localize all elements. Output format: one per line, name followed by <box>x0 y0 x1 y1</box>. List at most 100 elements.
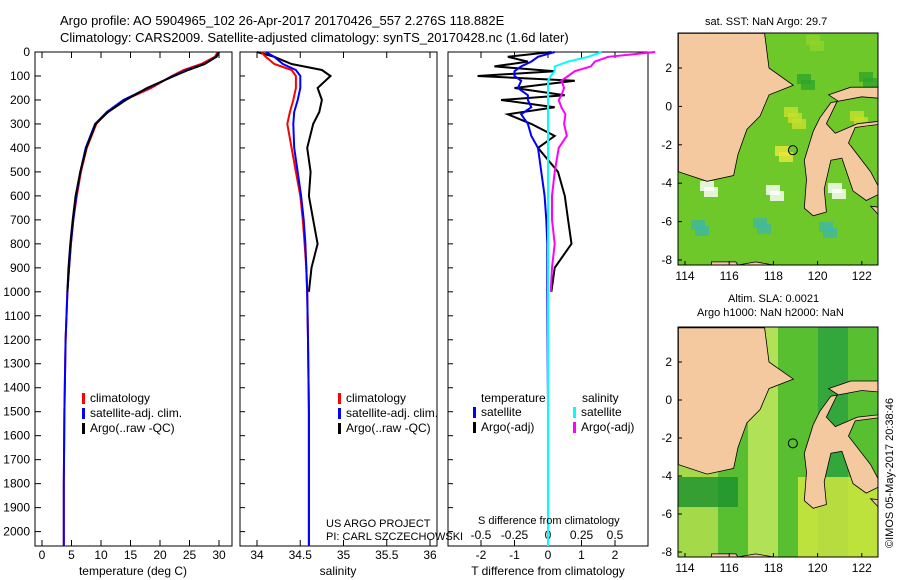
sst-map-field-cell <box>788 113 802 123</box>
lon-tick-label: 116 <box>720 269 739 283</box>
depth-tick-label: 200 <box>10 93 30 107</box>
lat-tick-label: -6 <box>661 215 672 229</box>
sdiff-tick-label: -0.25 <box>501 528 529 542</box>
sst-map-field-cell <box>695 226 709 236</box>
sst-map-field-cell <box>753 218 767 228</box>
sst-map-field-cell <box>797 74 811 84</box>
sdiff-argo-line <box>549 51 656 292</box>
sst-map-field-cell <box>828 183 842 193</box>
island-land <box>711 553 739 557</box>
lat-tick-label: -8 <box>661 253 672 267</box>
sla-map-content <box>678 327 878 557</box>
project-credit: US ARGO PROJECT <box>326 518 431 530</box>
sst-map-field-cell <box>691 220 705 230</box>
depth-tick-label: 1200 <box>3 333 30 347</box>
temp-legend-label-0: climatology <box>90 391 150 405</box>
sst-map-field-cell <box>859 72 873 82</box>
argo-float-marker <box>787 145 798 156</box>
sst-map-title: sat. SST: NaN Argo: 29.7 <box>705 16 827 28</box>
temp-legend-swatch-1 <box>82 408 85 419</box>
argo-float-marker <box>787 438 798 449</box>
lat-tick-label: 2 <box>665 61 672 75</box>
depth-tick-label: 2000 <box>3 525 30 539</box>
tdiff-legend-swatch-0 <box>473 407 476 418</box>
sdiff-legend-title: salinity <box>582 391 619 405</box>
sst-map-field-cell <box>801 80 815 90</box>
temp-tick-label: 15 <box>124 548 138 562</box>
depth-tick-label: 1900 <box>3 501 30 515</box>
sal-tick-label: 36 <box>423 548 437 562</box>
sst-map-field-cell <box>775 146 789 156</box>
depth-tick-label: 300 <box>10 117 30 131</box>
imos-credit: ©IMOS 05-May-2017 20:38:46 <box>884 398 896 548</box>
sal-tick-label: 34 <box>250 548 264 562</box>
depth-tick-label: 1800 <box>3 477 30 491</box>
depth-tick-label: 900 <box>10 261 30 275</box>
island-land <box>735 261 776 265</box>
temp-axis-label: temperature (deg C) <box>79 564 187 578</box>
island-land <box>735 553 777 557</box>
sst-map-field-cell <box>700 181 714 191</box>
sal-tick-label: 35 <box>337 548 351 562</box>
sst-map-field-cell <box>792 119 806 129</box>
island-land <box>869 498 878 508</box>
lat-tick-label: -8 <box>661 545 672 559</box>
sst-map-field-cell <box>863 78 877 88</box>
sst-map-field-cell <box>779 152 793 162</box>
sdiff-legend-label-0: satellite <box>581 405 622 419</box>
header-line2: Climatology: CARS2009. Satellite-adjuste… <box>60 30 569 45</box>
sdiff-legend-label-1: Argo(-adj) <box>581 420 634 434</box>
pi-credit: PI: CARL SZCZECHOWSKI <box>326 531 463 543</box>
depth-tick-label: 1700 <box>3 453 30 467</box>
temperature-panel <box>34 51 233 547</box>
temp-tick-label: 5 <box>68 548 75 562</box>
lon-tick-label: 122 <box>852 561 872 575</box>
lat-tick-label: -4 <box>661 176 672 190</box>
temp-legend-swatch-2 <box>82 423 85 434</box>
depth-tick-label: 1600 <box>3 429 30 443</box>
temp-legend-label-2: Argo(..raw -QC) <box>90 421 175 435</box>
lat-tick-label: 2 <box>665 355 672 369</box>
lat-tick-label: -2 <box>661 138 672 152</box>
temp-argo-line <box>66 51 220 292</box>
sst-map-field-cell <box>704 187 718 197</box>
sla-map-frame <box>677 326 879 558</box>
sal-argo-line <box>256 51 333 292</box>
temp-legend-label-1: satellite-adj. clim. <box>90 406 182 420</box>
tdiff-tick-label: -1 <box>509 548 520 562</box>
island-land <box>711 261 739 265</box>
depth-tick-label: 1100 <box>4 309 30 323</box>
lon-tick-label: 120 <box>808 269 828 283</box>
borneo-land <box>678 33 795 182</box>
sdiff-legend-swatch-0 <box>573 407 576 418</box>
temp-satellite-line <box>62 51 220 546</box>
sst-map-field-cell <box>766 185 780 195</box>
depth-tick-label: 1500 <box>3 405 30 419</box>
tdiff-legend-swatch-1 <box>473 422 476 433</box>
sla-map-subtitle: Argo h1000: NaN h2000: NaN <box>697 307 844 319</box>
lon-tick-label: 116 <box>720 561 739 575</box>
depth-tick-label: 0 <box>23 45 30 59</box>
sst-map-field-cell <box>810 41 824 51</box>
tdiff-tick-label: 1 <box>578 548 585 562</box>
sal-legend-label-1: satellite-adj. clim. <box>346 406 438 420</box>
sst-map-field-cell <box>850 111 864 121</box>
s-diff-label: S difference from climatology <box>478 515 620 527</box>
temp-tick-label: 30 <box>212 548 226 562</box>
lon-tick-label: 118 <box>764 561 783 575</box>
salinity-panel <box>239 51 438 547</box>
sulawesi-land <box>803 86 878 217</box>
lat-tick-label: -4 <box>661 469 672 483</box>
lat-tick-label: 0 <box>665 393 672 407</box>
lon-tick-label: 122 <box>852 269 872 283</box>
sst-map-field-cell <box>770 191 784 201</box>
sdiff-legend-swatch-1 <box>573 422 576 433</box>
sst-map-field-cell <box>832 189 846 199</box>
lon-tick-label: 114 <box>675 269 694 283</box>
sdiff-tick-label: 0.25 <box>570 528 594 542</box>
sal-satellite-line <box>265 51 310 546</box>
sal-legend-swatch-1 <box>338 408 341 419</box>
sla-map-field-cell <box>678 477 738 507</box>
